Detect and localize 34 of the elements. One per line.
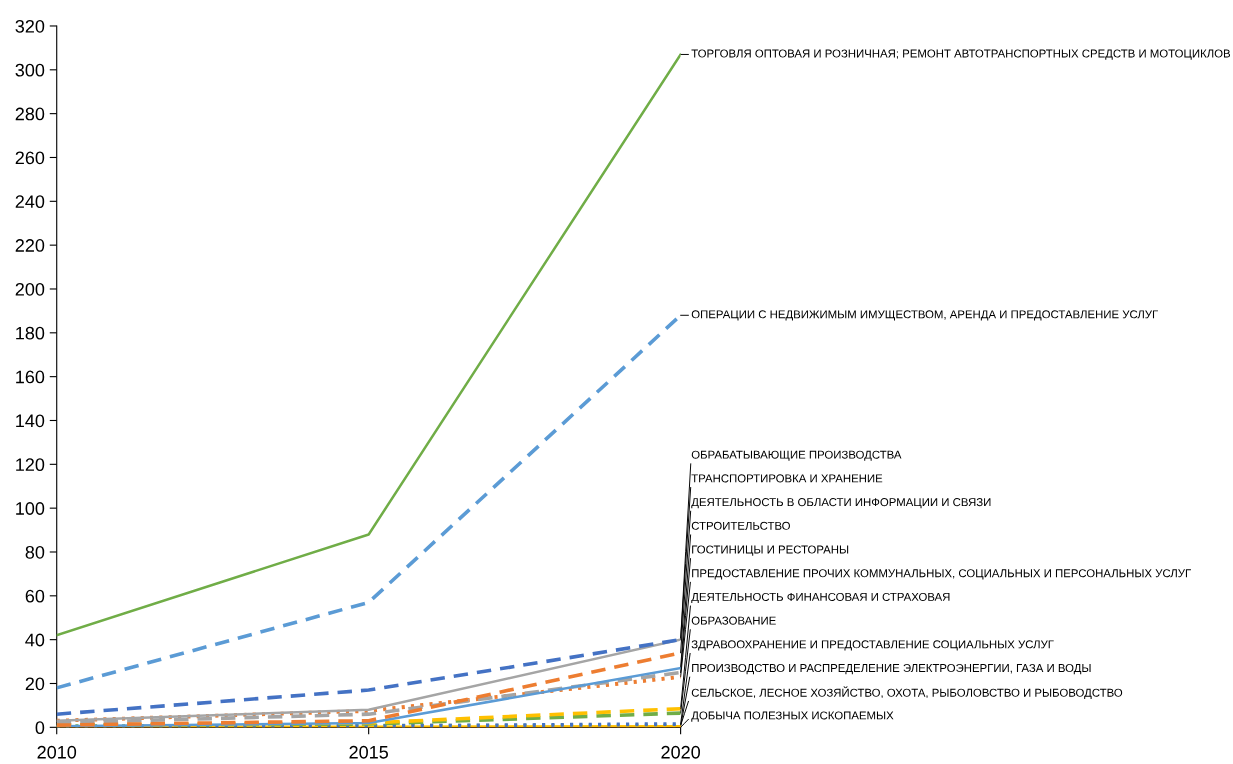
y-tick-label: 100 <box>16 502 45 515</box>
y-tick-label: 140 <box>16 414 45 428</box>
series-label: ДОБЫЧА ПОЛЕЗНЫХ ИСКОПАЕМЫХ <box>691 711 894 722</box>
text: ДЕЯТЕЛЬНОСТЬ В ОБЛАСТИ ИНФОРМАЦИИ И СВЯЗИ <box>691 498 991 509</box>
y-tick-label: 60 <box>25 589 45 603</box>
text: ДЕЯТЕЛЬНОСТЬ ФИНАНСОВАЯ И СТРАХОВАЯ <box>691 592 950 604</box>
x-tick-label: 2010 <box>37 745 77 759</box>
text: ОБРАБАТЫВАЮЩИЕ ПРОИЗВОДСТВА <box>691 450 902 461</box>
text: ГОСТИНИЦЫ И РЕСТОРАНЫ <box>692 545 849 556</box>
y-tick-label: 40 <box>25 633 45 647</box>
text: СЕЛЬСКОЕ, ЛЕСНОЕ ХОЗЯЙСТВО, ОХОТА, РЫБОЛОВСТВО И РЫБОВОДСТВО <box>691 686 1123 699</box>
text: ЗДРАВООХРАНЕНИЕ И ПРЕДОСТАВЛЕНИЕ СОЦИАЛЬНЫХ УСЛУГ <box>691 640 1054 651</box>
series-label: ОПЕРАЦИИ С НЕДВИЖИМЫМ ИМУЩЕСТВОМ, АРЕНДА И ПРЕДОСТАВЛЕНИЕ УСЛУГ <box>691 310 1158 321</box>
y-tick-label: 0 <box>35 721 45 735</box>
y-tick-label: 200 <box>15 282 45 296</box>
y-tick-label: 180 <box>16 326 45 340</box>
x-tick-label: 2015 <box>349 745 388 759</box>
y-tick-label: 260 <box>15 151 45 165</box>
x-tick-label: 2020 <box>661 745 700 759</box>
text: ТРАНСПОРТИРОВКА И ХРАНЕНИЕ <box>691 474 883 483</box>
y-tick-label: 280 <box>15 107 45 121</box>
y-tick-label: 240 <box>15 195 45 209</box>
text: ПРЕДОСТАВЛЕНИЕ ПРОЧИХ КОММУНАЛЬНЫХ, СОЦИАЛЬНЫХ И ПЕРСОНАЛЬНЫХ УСЛУГ <box>692 569 1191 580</box>
y-tick-label: 80 <box>25 545 45 559</box>
y-tick-label: 300 <box>15 63 45 77</box>
series-label: ТОРГОВЛЯ ОПТОВАЯ И РОЗНИЧНАЯ; РЕМОНТ АВТОТРАНСПОРТНЫХ СРЕДСТВ И МОТОЦИКЛОВ <box>691 49 1231 60</box>
y-tick-label: 120 <box>16 458 45 472</box>
text: СТРОИТЕЛЬСТВО <box>691 521 790 530</box>
y-tick-label: 160 <box>16 370 45 384</box>
y-tick-label: 220 <box>15 239 45 252</box>
y-tick-label: 320 <box>15 19 45 33</box>
text: ПРОИЗВОДСТВО И РАСПРЕДЕЛЕНИЕ ЭЛЕКТРОЭНЕРГИИ, ГАЗА И ВОДЫ <box>692 664 1091 675</box>
y-tick-label: 20 <box>25 677 45 691</box>
text: ОБРАЗОВАНИЕ <box>691 616 776 625</box>
